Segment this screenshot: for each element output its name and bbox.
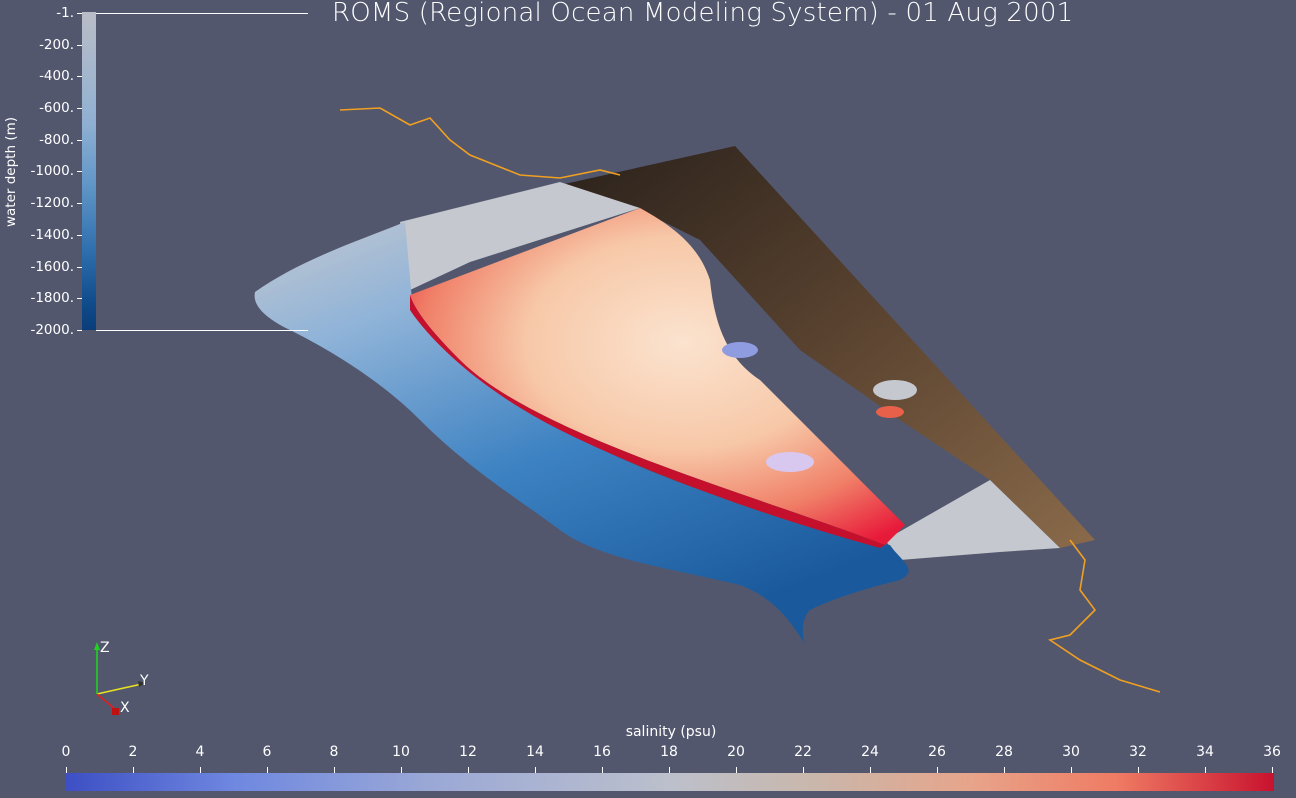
salinity-tick: 14: [526, 744, 544, 760]
depth-tick-mark: [77, 267, 82, 268]
salinity-tick-mark: [736, 767, 737, 773]
shelf-north: [400, 182, 640, 290]
depth-tick-mark: [77, 298, 82, 299]
depth-tick: -800.: [39, 132, 74, 148]
depth-tick-mark: [77, 45, 82, 46]
salinity-tick-mark: [1272, 767, 1273, 773]
salinity-tick: 20: [727, 744, 745, 760]
salinity-tick: 26: [928, 744, 946, 760]
salinity-tick-mark: [870, 767, 871, 773]
salinity-tick: 22: [794, 744, 812, 760]
depth-color-bar: [82, 12, 96, 330]
salinity-tick-mark: [200, 767, 201, 773]
salinity-tick: 18: [660, 744, 678, 760]
salinity-tick: 24: [861, 744, 879, 760]
salinity-axis-label: salinity (psu): [625, 724, 717, 740]
depth-tick-mark: [77, 76, 82, 77]
salinity-tick: 4: [195, 744, 205, 760]
salinity-color-legend: salinity (psu) 0 2 4 6 8 10 12 14 16 18 …: [0, 720, 1296, 794]
depth-color-legend: water depth (m) -1. -200. -400. -600. -8…: [0, 0, 320, 340]
depth-tick: -1.: [56, 5, 74, 21]
salinity-tick: 34: [1196, 744, 1214, 760]
depth-tick-mark: [77, 330, 82, 331]
salinity-tick: 8: [329, 744, 339, 760]
salinity-tick-mark: [535, 767, 536, 773]
fresh-plume: [722, 342, 758, 358]
lake-patch: [873, 380, 917, 400]
salinity-tick-mark: [1138, 767, 1139, 773]
salinity-tick-mark: [602, 767, 603, 773]
salinity-tick-mark: [66, 767, 67, 773]
axis-y-label: Y: [140, 673, 149, 689]
salinity-color-bar: [66, 773, 1274, 791]
depth-tick-mark: [77, 140, 82, 141]
depth-tick: -1800.: [30, 290, 74, 306]
depth-legend-top-line: [96, 13, 308, 14]
salinity-tick: 28: [995, 744, 1013, 760]
orientation-axes-widget: Z Y X: [80, 636, 170, 726]
coastline-south: [1048, 539, 1161, 693]
plot-title: ROMS (Regional Ocean Modeling System) - …: [332, 0, 1074, 28]
salinity-tick-mark: [334, 767, 335, 773]
depth-tick: -400.: [39, 68, 74, 84]
salinity-tick: 12: [459, 744, 477, 760]
salinity-tick: 36: [1263, 744, 1281, 760]
shelf-south: [885, 480, 1060, 560]
depth-tick-mark: [77, 108, 82, 109]
axis-z-label: Z: [100, 640, 110, 656]
depth-legend-bottom-line: [96, 330, 308, 331]
salinity-tick: 16: [593, 744, 611, 760]
depth-tick: -600.: [39, 100, 74, 116]
salinity-tick-mark: [1205, 767, 1206, 773]
salinity-tick-mark: [133, 767, 134, 773]
land-terrain: [560, 146, 1095, 548]
salinity-tick-mark: [669, 767, 670, 773]
depth-tick: -1400.: [30, 227, 74, 243]
salinity-tick: 6: [262, 744, 272, 760]
depth-tick-mark: [77, 203, 82, 204]
salinity-tick-mark: [803, 767, 804, 773]
salinity-tick: 2: [128, 744, 138, 760]
axis-x-label: X: [120, 700, 130, 716]
bathymetry-surface: [254, 222, 909, 645]
depth-tick-mark: [77, 13, 82, 14]
fresh-plume-2: [766, 452, 814, 472]
orientation-axes-icon: [94, 642, 146, 715]
depth-tick: -1000.: [30, 163, 74, 179]
depth-tick: -2000.: [30, 322, 74, 338]
salinity-tick-mark: [937, 767, 938, 773]
salinity-tick-mark: [1071, 767, 1072, 773]
salinity-tick-mark: [468, 767, 469, 773]
salinity-tick-mark: [1004, 767, 1005, 773]
salinity-tick-mark: [401, 767, 402, 773]
salinity-tick-mark: [267, 767, 268, 773]
salinity-tick: 30: [1062, 744, 1080, 760]
depth-tick: -1200.: [30, 195, 74, 211]
coastline-north: [339, 107, 621, 179]
salinity-tick: 32: [1129, 744, 1147, 760]
salinity-tick: 10: [392, 744, 410, 760]
depth-tick-mark: [77, 235, 82, 236]
bay-patch: [876, 406, 904, 418]
salinity-tick: 0: [61, 744, 71, 760]
depth-tick: -1600.: [30, 259, 74, 275]
depth-tick: -200.: [39, 37, 74, 53]
depth-tick-mark: [77, 171, 82, 172]
